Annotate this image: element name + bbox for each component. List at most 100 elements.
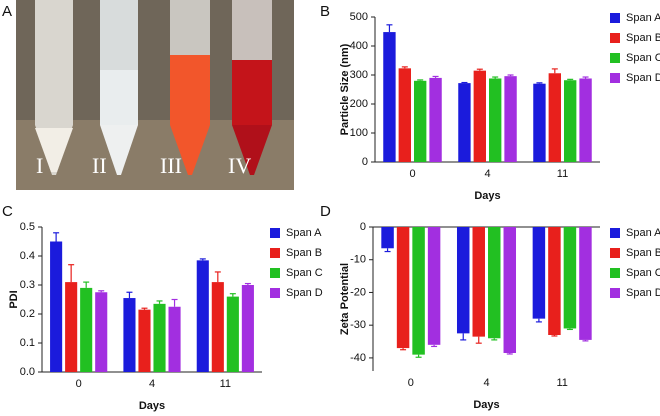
y-tick-label: 0.4 (20, 250, 35, 262)
legend-label: Span C (626, 52, 660, 64)
tube-label: II (92, 153, 107, 178)
y-tick-label: -10 (350, 254, 366, 266)
y-axis-label: PDI (8, 290, 20, 308)
legend-swatch (610, 288, 620, 298)
tube-label: I (36, 153, 43, 178)
legend-label: Span A (286, 227, 322, 239)
legend-swatch (270, 228, 280, 238)
legend-swatch (270, 248, 280, 258)
tube (35, 0, 73, 175)
x-tick-label: 4 (149, 378, 155, 390)
bar (398, 68, 411, 162)
y-axis-label: Particle Size (nm) (339, 43, 351, 135)
x-axis-label: Days (474, 190, 500, 202)
tube-content (100, 70, 138, 125)
y-tick-label: 0.1 (20, 337, 35, 349)
y-tick-label: 100 (350, 127, 368, 139)
legend-label: Span C (626, 267, 660, 279)
tube (170, 0, 210, 175)
bar (80, 287, 93, 372)
legend-label: Span B (626, 247, 660, 259)
bar (456, 227, 470, 334)
bar (196, 260, 209, 372)
tube (100, 0, 138, 175)
bar (414, 80, 427, 162)
bar (211, 282, 224, 372)
y-tick-label: 0 (362, 156, 368, 168)
bar (548, 227, 561, 335)
y-tick-label: -30 (350, 319, 366, 331)
bar (489, 78, 502, 162)
y-axis-label: Zeta Potential (339, 263, 351, 335)
bar (473, 70, 486, 162)
y-tick-label: 0.2 (20, 308, 35, 320)
tube-label: III (160, 153, 182, 178)
y-tick-label: 400 (350, 40, 368, 52)
bar (579, 227, 592, 340)
bar (488, 227, 501, 339)
bar (226, 296, 239, 372)
y-tick-label: 0 (360, 221, 366, 233)
x-tick-label: 0 (76, 378, 82, 390)
tube-tip (232, 125, 272, 175)
legend-swatch (610, 268, 620, 278)
x-axis-label: Days (473, 399, 499, 411)
bar (65, 282, 78, 372)
bar (458, 83, 471, 162)
bar (168, 306, 181, 372)
legend-label: Span D (286, 287, 323, 299)
tube-tip (170, 125, 210, 175)
tube-content (232, 60, 272, 125)
bar (241, 285, 254, 372)
legend-swatch (610, 73, 620, 83)
y-tick-label: 0.5 (20, 221, 35, 233)
legend-label: Span A (626, 227, 660, 239)
bar (123, 298, 136, 372)
legend-swatch (610, 228, 620, 238)
tube-tip (100, 125, 138, 175)
tube-label: IV (228, 153, 251, 178)
legend-label: Span B (626, 32, 660, 44)
legend-label: Span D (626, 287, 660, 299)
tube-content (170, 55, 210, 125)
legend-label: Span D (626, 72, 660, 84)
legend-label: Span A (626, 12, 660, 24)
bar (504, 76, 517, 162)
bar (138, 309, 151, 372)
bar (381, 227, 394, 249)
bar (429, 77, 442, 162)
legend-label: Span C (286, 267, 323, 279)
y-tick-label: -40 (350, 352, 366, 364)
photo-panel: I II III IV (16, 0, 294, 190)
x-tick-label: 4 (483, 377, 489, 389)
x-tick-label: 11 (220, 378, 231, 390)
bar (563, 227, 577, 329)
bar (548, 73, 561, 162)
legend-swatch (610, 248, 620, 258)
bar (472, 227, 485, 337)
tube-body (35, 0, 73, 125)
y-tick-label: 0.3 (20, 279, 35, 291)
x-tick-label: 11 (557, 168, 568, 180)
bar (532, 227, 546, 319)
y-tick-label: 500 (350, 11, 368, 23)
x-tick-label: 0 (409, 168, 415, 180)
bar (579, 78, 592, 162)
legend-swatch (270, 268, 280, 278)
legend-swatch (610, 53, 620, 63)
panel-label: B (320, 3, 330, 20)
bar (50, 241, 63, 372)
legend-label: Span B (286, 247, 322, 259)
bar (412, 227, 425, 355)
panel-label: D (320, 203, 331, 220)
bar (383, 32, 396, 162)
y-tick-label: -20 (350, 286, 366, 298)
panel-label: C (2, 203, 13, 220)
legend-swatch (610, 13, 620, 23)
bar (95, 292, 108, 372)
legend-swatch (610, 33, 620, 43)
legend-swatch (270, 288, 280, 298)
x-tick-label: 11 (556, 377, 567, 389)
y-tick-label: 200 (350, 98, 368, 110)
